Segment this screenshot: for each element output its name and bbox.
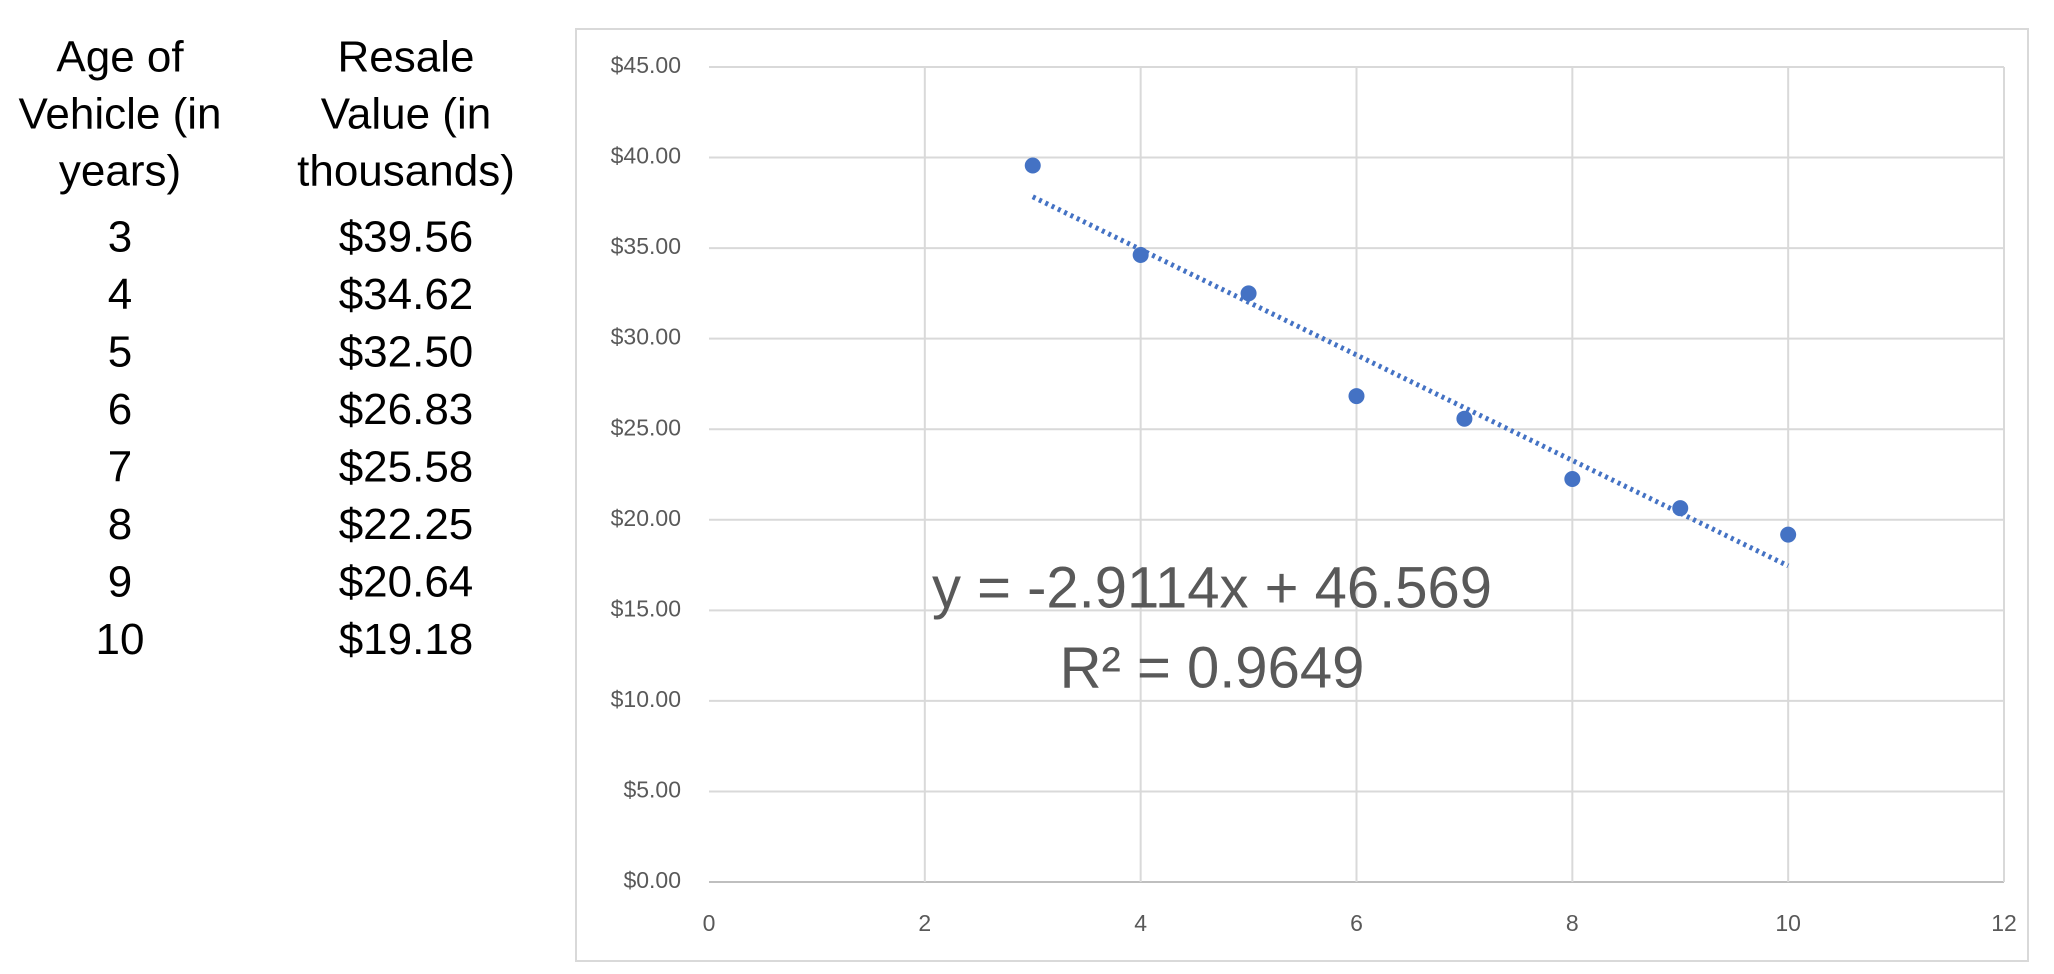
- table-header: years): [59, 147, 181, 196]
- point: [1240, 285, 1257, 302]
- point: [1456, 410, 1473, 427]
- x-tick-label: 2: [918, 910, 931, 936]
- y-tick-label: $20.00: [611, 505, 681, 531]
- x-tick-label: 10: [1775, 910, 1801, 936]
- point: [1132, 246, 1149, 263]
- x-tick-label: 8: [1566, 910, 1579, 936]
- x-tick-label: 6: [1350, 910, 1363, 936]
- y-tick-label: $35.00: [611, 233, 681, 259]
- y-tick-label: $25.00: [611, 414, 681, 440]
- table-header: thousands): [297, 147, 515, 196]
- point: [1564, 471, 1581, 488]
- trendline: [1031, 194, 1790, 569]
- table-cell: $39.56: [339, 213, 474, 262]
- table-cell: 3: [108, 213, 132, 262]
- point: [1780, 526, 1797, 543]
- y-tick-label: $15.00: [611, 595, 681, 621]
- point: [1024, 157, 1041, 174]
- y-tick-label: $45.00: [611, 52, 681, 78]
- table-header: Age of: [56, 33, 184, 82]
- x-tick-label: 4: [1134, 910, 1147, 936]
- table-cell: 8: [108, 500, 132, 549]
- chart-border: [575, 28, 2029, 962]
- table-cell: $25.58: [339, 443, 474, 492]
- table-cell: 10: [96, 615, 145, 664]
- table-cell: 4: [108, 270, 132, 319]
- y-tick-label: $30.00: [611, 324, 681, 350]
- table-cell: 5: [108, 328, 132, 377]
- annotation: R² = 0.9649: [1060, 635, 1365, 700]
- point: [1348, 388, 1365, 405]
- table-cell: $32.50: [339, 328, 474, 377]
- table-header: Vehicle (in: [18, 90, 221, 139]
- table-cell: $22.25: [339, 500, 474, 549]
- table-cell: 7: [108, 443, 132, 492]
- table-cell: 9: [108, 558, 132, 607]
- y-tick-label: $5.00: [623, 777, 681, 803]
- y-tick-label: $10.00: [611, 686, 681, 712]
- table-cell: $34.62: [339, 270, 474, 319]
- table-cell: $20.64: [339, 558, 474, 607]
- table-cell: 6: [108, 385, 132, 434]
- table-header: Resale: [338, 33, 475, 82]
- annotation: y = -2.9114x + 46.569: [932, 555, 1492, 620]
- y-tick-label: $40.00: [611, 143, 681, 169]
- table-cell: $19.18: [339, 615, 474, 664]
- y-tick-label: $0.00: [623, 867, 681, 893]
- x-tick-label: 0: [703, 910, 716, 936]
- table-header: Value (in: [321, 90, 491, 139]
- point: [1672, 500, 1689, 517]
- table-cell: $26.83: [339, 385, 474, 434]
- x-tick-label: 12: [1991, 910, 2017, 936]
